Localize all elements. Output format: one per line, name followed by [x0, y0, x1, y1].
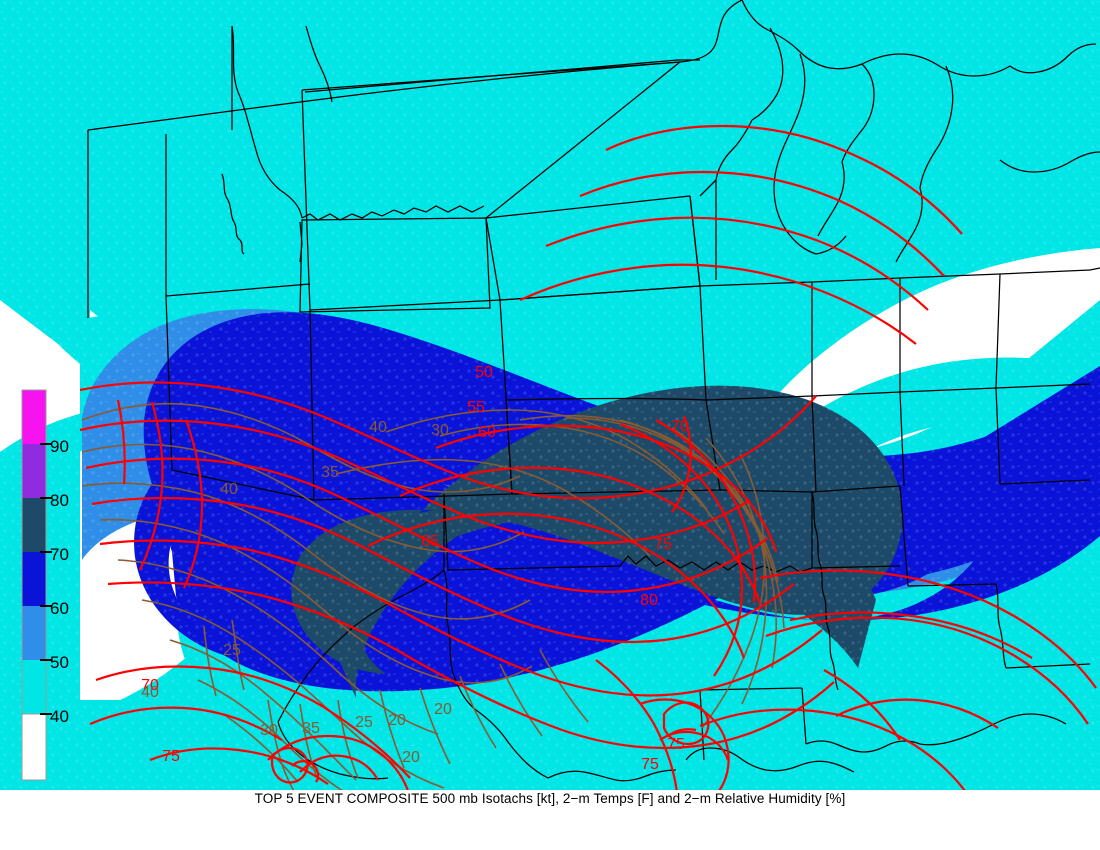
isotach-label: 75	[162, 748, 180, 765]
relative-humidity-colorbar[interactable]: 90 80 70 60 50 40	[21, 389, 69, 781]
isotach-label: 60	[478, 424, 496, 441]
colorbar-ticks	[40, 443, 52, 715]
isotach-label: 80	[640, 592, 658, 609]
colorbar-frame	[21, 389, 47, 781]
colorbar-swatch-80-90	[22, 444, 46, 498]
isotach-label: 50	[475, 364, 493, 381]
isotach-label: 65	[421, 533, 439, 550]
temperature-label: 30	[431, 422, 449, 439]
colorbar-tick-label: 80	[50, 491, 69, 510]
temperature-label: 25	[223, 642, 241, 659]
temperature-label: 40	[220, 481, 238, 498]
colorbar-swatch-below-40	[21, 713, 47, 781]
temperature-label: 25	[355, 714, 373, 731]
temperature-label: 35	[302, 720, 320, 737]
colorbar-tick-label: 50	[50, 653, 69, 672]
isotach-label: 70	[141, 677, 159, 694]
colorbar-tick-label: 60	[50, 599, 69, 618]
temperature-label: 20	[388, 712, 406, 729]
isotach-contours	[79, 124, 1097, 790]
figure-title: TOP 5 EVENT COMPOSITE 500 mb Isotachs [k…	[254, 791, 846, 806]
temperature-label: 40	[141, 684, 159, 701]
isotach-label: 75	[654, 536, 672, 553]
colorbar-swatch-70-80	[22, 498, 46, 552]
temperature-labels: 40 30 35 40 25 30 35 25 20 20 20 40	[141, 419, 452, 766]
temperature-label: 20	[402, 749, 420, 766]
temperature-label: 40	[369, 419, 387, 436]
colorbar-swatch-90-100	[22, 390, 46, 444]
isotach-labels: 50 55 60 65 70 75 80 75 75 75 70	[141, 364, 689, 773]
colorbar-swatch-50-60	[22, 606, 46, 660]
colorbar-tick-label: 40	[50, 707, 69, 726]
colorbar-tick-label: 70	[50, 545, 69, 564]
temperature-label: 30	[260, 722, 278, 739]
colorbar-swatch-40-50	[22, 660, 46, 714]
colorbar-tick-label: 90	[50, 437, 69, 456]
isotach-label: 70	[671, 418, 689, 435]
temperature-label: 35	[321, 464, 339, 481]
colorbar-swatch-60-70	[22, 552, 46, 606]
isotach-label: 55	[467, 399, 485, 416]
isotach-label: 75	[641, 756, 659, 773]
isotach-label: 75	[667, 736, 685, 753]
temperature-label: 20	[434, 701, 452, 718]
fill-texture	[0, 0, 1100, 790]
relative-humidity-fill	[0, 0, 1100, 790]
